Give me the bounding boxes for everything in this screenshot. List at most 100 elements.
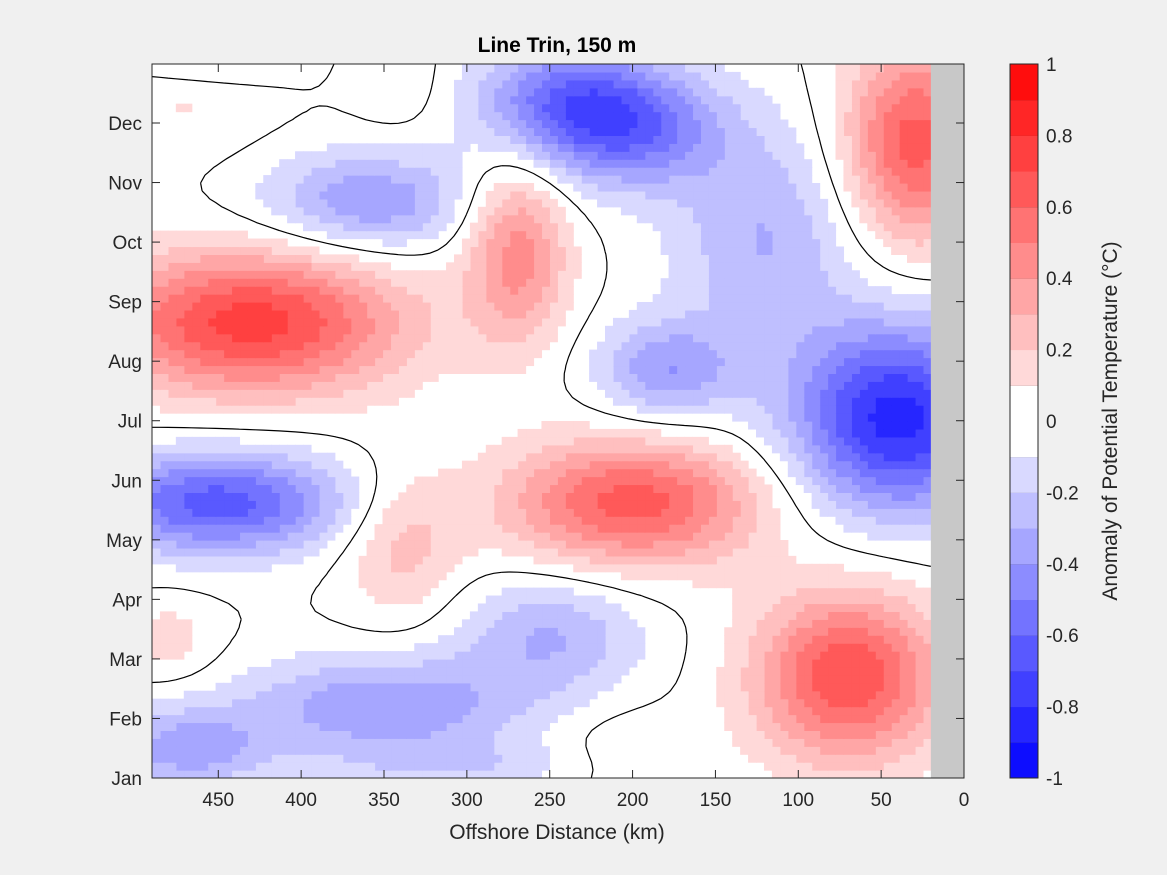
field-cell: [819, 579, 829, 589]
field-cell: [446, 666, 455, 676]
field-cell: [430, 222, 439, 232]
field-cell: [573, 254, 582, 263]
field-cell: [644, 349, 654, 359]
field-cell: [748, 262, 757, 271]
field-cell: [787, 325, 797, 335]
field-cell: [406, 286, 415, 295]
field-cell: [533, 436, 543, 446]
field-cell: [787, 770, 797, 778]
field-cell: [239, 500, 248, 509]
field-cell: [827, 619, 837, 628]
field-cell: [922, 452, 931, 462]
field-cell: [223, 278, 233, 287]
field-cell: [287, 714, 296, 724]
field-cell: [326, 674, 336, 684]
field-cell: [716, 579, 725, 589]
field-cell: [779, 540, 789, 549]
field-cell: [883, 682, 892, 692]
field-cell: [461, 357, 471, 367]
field-cell: [469, 540, 479, 549]
field-cell: [430, 325, 439, 335]
field-cell: [716, 309, 725, 319]
field-cell: [763, 246, 773, 255]
field-cell: [295, 286, 304, 295]
field-cell: [469, 674, 479, 684]
field-cell: [414, 270, 423, 279]
field-cell: [565, 698, 574, 708]
field-cell: [541, 651, 550, 660]
field-cell: [366, 651, 376, 660]
field-cell: [485, 460, 495, 470]
field-cell: [700, 492, 709, 501]
field-cell: [374, 698, 384, 708]
field-cell: [644, 524, 654, 533]
field-cell: [819, 270, 829, 279]
field-cell: [827, 595, 837, 605]
field-cell: [438, 738, 447, 747]
field-cell: [191, 540, 201, 549]
field-cell: [756, 682, 765, 692]
field-cell: [589, 547, 598, 557]
field-cell: [763, 563, 773, 573]
field-cell: [438, 635, 447, 644]
field-cell: [438, 516, 447, 525]
field-cell: [891, 302, 900, 311]
field-cell: [827, 286, 837, 295]
field-cell: [350, 286, 360, 295]
field-cell: [167, 254, 177, 263]
field-cell: [175, 444, 185, 454]
field-cell: [255, 286, 264, 295]
field-cell: [517, 770, 527, 778]
field-cell: [668, 262, 678, 271]
field-cell: [589, 682, 598, 692]
field-cell: [891, 421, 900, 430]
field-cell: [454, 357, 463, 367]
field-cell: [763, 754, 773, 763]
field-cell: [223, 746, 233, 755]
field-cell: [581, 651, 590, 660]
field-cell: [700, 484, 709, 493]
field-cell: [891, 524, 900, 533]
field-cell: [803, 579, 813, 589]
field-cell: [676, 563, 686, 573]
field-cell: [573, 659, 582, 668]
field-cell: [183, 508, 193, 517]
field-cell: [875, 405, 884, 414]
field-cell: [700, 341, 709, 351]
field-cell: [891, 460, 900, 470]
field-cell: [740, 373, 749, 382]
field-cell: [215, 746, 225, 755]
field-cell: [493, 325, 503, 335]
field-cell: [907, 754, 916, 763]
field-cell: [771, 508, 781, 517]
field-cell: [716, 484, 725, 493]
field-cell: [779, 619, 789, 628]
field-cell: [271, 508, 280, 517]
field-cell: [922, 484, 931, 493]
field-cell: [708, 246, 717, 255]
field-cell: [922, 333, 931, 343]
field-cell: [493, 690, 503, 700]
field-cell: [533, 532, 543, 541]
field-cell: [422, 659, 431, 668]
field-cell: [382, 325, 392, 335]
field-cell: [541, 421, 550, 430]
field-cell: [215, 555, 225, 565]
field-cell: [247, 674, 256, 684]
field-cell: [279, 762, 288, 771]
field-cell: [279, 484, 288, 493]
field-cell: [811, 428, 821, 438]
field-cell: [541, 516, 550, 525]
field-cell: [358, 278, 368, 287]
field-cell: [152, 270, 161, 279]
field-cell: [875, 365, 884, 374]
field-cell: [501, 238, 511, 248]
field-cell: [700, 325, 709, 335]
field-cell: [549, 230, 558, 240]
field-cell: [620, 484, 630, 493]
field-cell: [811, 746, 821, 755]
field-cell: [811, 468, 821, 478]
field-cell: [914, 730, 924, 739]
field-cell: [565, 428, 574, 438]
field-cell: [907, 611, 916, 620]
